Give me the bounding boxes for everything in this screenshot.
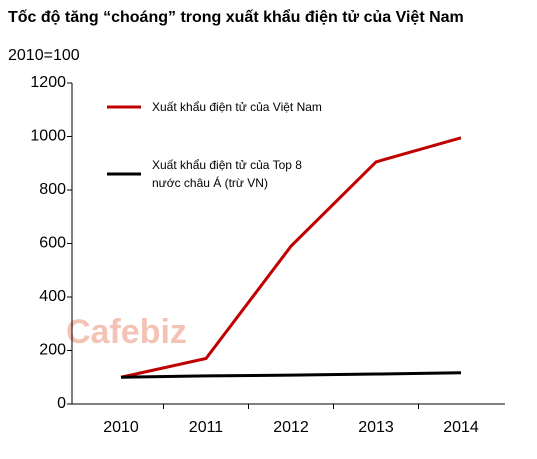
x-tick-label: 2014 (443, 419, 479, 436)
legend-label: Xuất khẩu điện tử của Việt Nam (152, 100, 322, 114)
x-tick-label: 2012 (273, 419, 309, 436)
y-tick-label: 400 (39, 288, 66, 305)
legend-label: Xuất khẩu điện tử của Top 8 nước châu Á … (152, 158, 302, 190)
chart-title: Tốc độ tăng “choáng” trong xuất khẩu điệ… (8, 8, 464, 26)
series-line (120, 136, 462, 379)
x-tick-label: 2011 (189, 419, 224, 436)
watermark: Cafebiz (66, 313, 187, 351)
y-tick-label: 200 (39, 342, 66, 359)
series-line (120, 371, 462, 379)
x-tick-label: 2013 (358, 419, 394, 436)
y-tick-label: 0 (57, 395, 66, 412)
y-tick-label: 800 (39, 181, 66, 198)
x-tick-label: 2010 (103, 419, 139, 436)
y-tick-label: 1000 (30, 128, 66, 145)
chart-subtitle: 2010=100 (8, 47, 80, 64)
y-tick-label: 600 (39, 235, 66, 252)
y-tick-label: 1200 (30, 74, 66, 91)
